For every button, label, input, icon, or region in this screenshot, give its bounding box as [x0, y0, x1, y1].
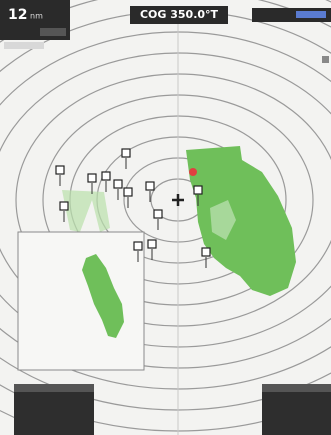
panel-header — [262, 384, 331, 392]
cog-box — [130, 6, 228, 24]
target-marker — [147, 239, 157, 249]
targets — [55, 148, 211, 268]
panel-header — [14, 384, 94, 392]
target-alert — [189, 168, 197, 176]
target-marker — [153, 209, 163, 219]
own-ship — [172, 194, 184, 206]
target-marker — [113, 179, 123, 189]
range-value: 12 — [8, 7, 27, 23]
target-marker — [121, 148, 131, 158]
trail-label — [4, 42, 44, 49]
land-echo — [186, 146, 296, 296]
target-marker — [87, 173, 97, 183]
clutter-echo — [62, 190, 110, 232]
land-echo — [210, 200, 236, 240]
target-info-panel-left — [14, 384, 94, 435]
target-marker — [101, 171, 111, 181]
cog-value: COG 350.0°T — [140, 8, 219, 21]
target-marker — [133, 241, 143, 251]
menu-icon[interactable] — [322, 56, 329, 63]
target-marker — [145, 181, 155, 191]
target-marker — [193, 185, 203, 195]
inset-window — [17, 231, 145, 371]
target-marker — [55, 165, 65, 175]
target-marker — [201, 247, 211, 257]
target-marker — [59, 201, 69, 211]
target-info-panel-right — [262, 384, 331, 435]
range-unit: nm — [30, 12, 43, 21]
target-marker — [123, 187, 133, 197]
range-sub — [40, 28, 66, 36]
inset-land-echo — [82, 254, 124, 338]
status-indicator — [296, 11, 326, 18]
